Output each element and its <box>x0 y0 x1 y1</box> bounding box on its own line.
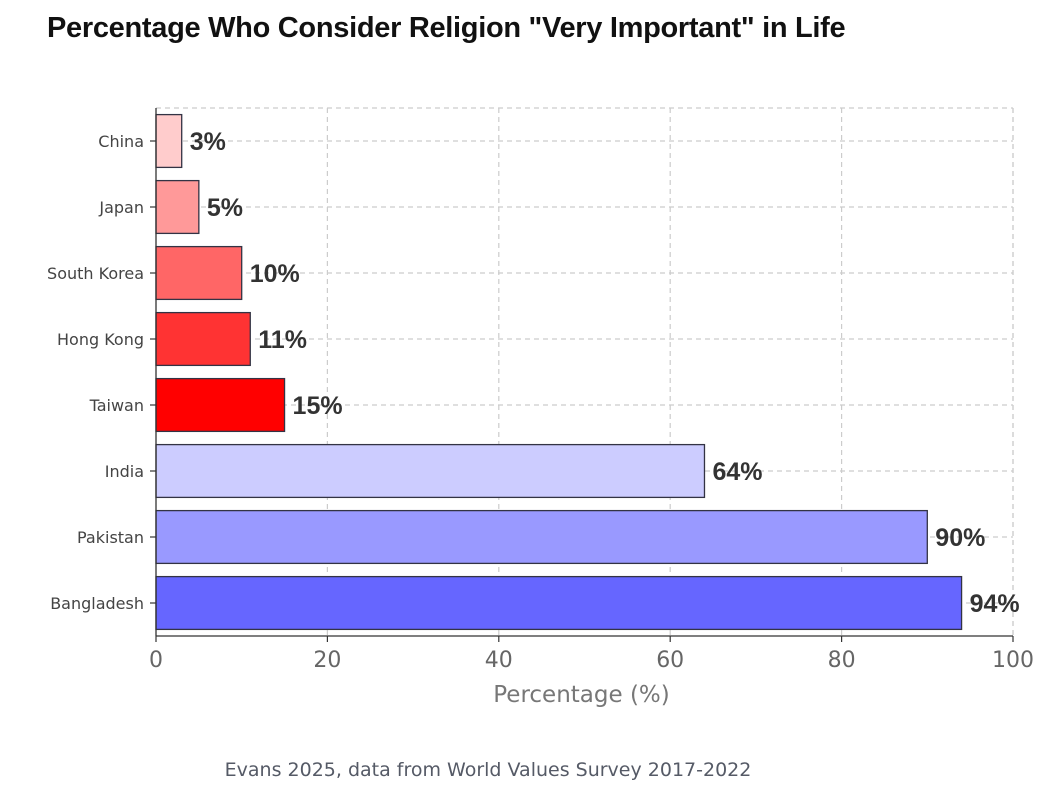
chart-title: Percentage Who Consider Religion "Very I… <box>47 12 846 44</box>
bar-china <box>155 113 183 169</box>
x-tick-label: 0 <box>149 648 163 673</box>
y-tick-label: Japan <box>98 198 144 217</box>
y-tick-label: South Korea <box>47 264 144 283</box>
data-label: 64% <box>712 458 762 486</box>
data-label: 15% <box>293 392 343 420</box>
x-axis-title: Percentage (%) <box>493 682 670 708</box>
bar-bangladesh <box>155 575 963 631</box>
data-label: 90% <box>935 524 985 552</box>
data-label: 11% <box>258 326 307 354</box>
y-tick-label: China <box>98 132 144 151</box>
chart-caption: Evans 2025, data from World Values Surve… <box>224 759 752 781</box>
data-label: 10% <box>250 260 300 288</box>
bar-japan <box>155 179 200 235</box>
y-tick-label: India <box>105 462 144 481</box>
y-tick-label: Pakistan <box>77 528 144 547</box>
x-tick-label: 40 <box>485 648 513 673</box>
data-label: 3% <box>190 128 226 156</box>
bar-pakistan <box>155 509 928 565</box>
x-tick-label: 80 <box>828 648 856 673</box>
bar-hong-kong <box>155 311 251 367</box>
bar-taiwan <box>155 377 286 433</box>
y-tick-label: Hong Kong <box>57 330 144 349</box>
y-tick-label: Taiwan <box>89 396 144 415</box>
x-tick-label: 100 <box>992 648 1034 673</box>
data-label: 5% <box>207 194 243 222</box>
y-tick-label: Bangladesh <box>50 594 144 613</box>
x-tick-label: 60 <box>656 648 684 673</box>
x-tick-label: 20 <box>313 648 341 673</box>
bar-south-korea <box>155 245 243 301</box>
bar-india <box>155 443 706 499</box>
data-label: 94% <box>970 590 1020 618</box>
